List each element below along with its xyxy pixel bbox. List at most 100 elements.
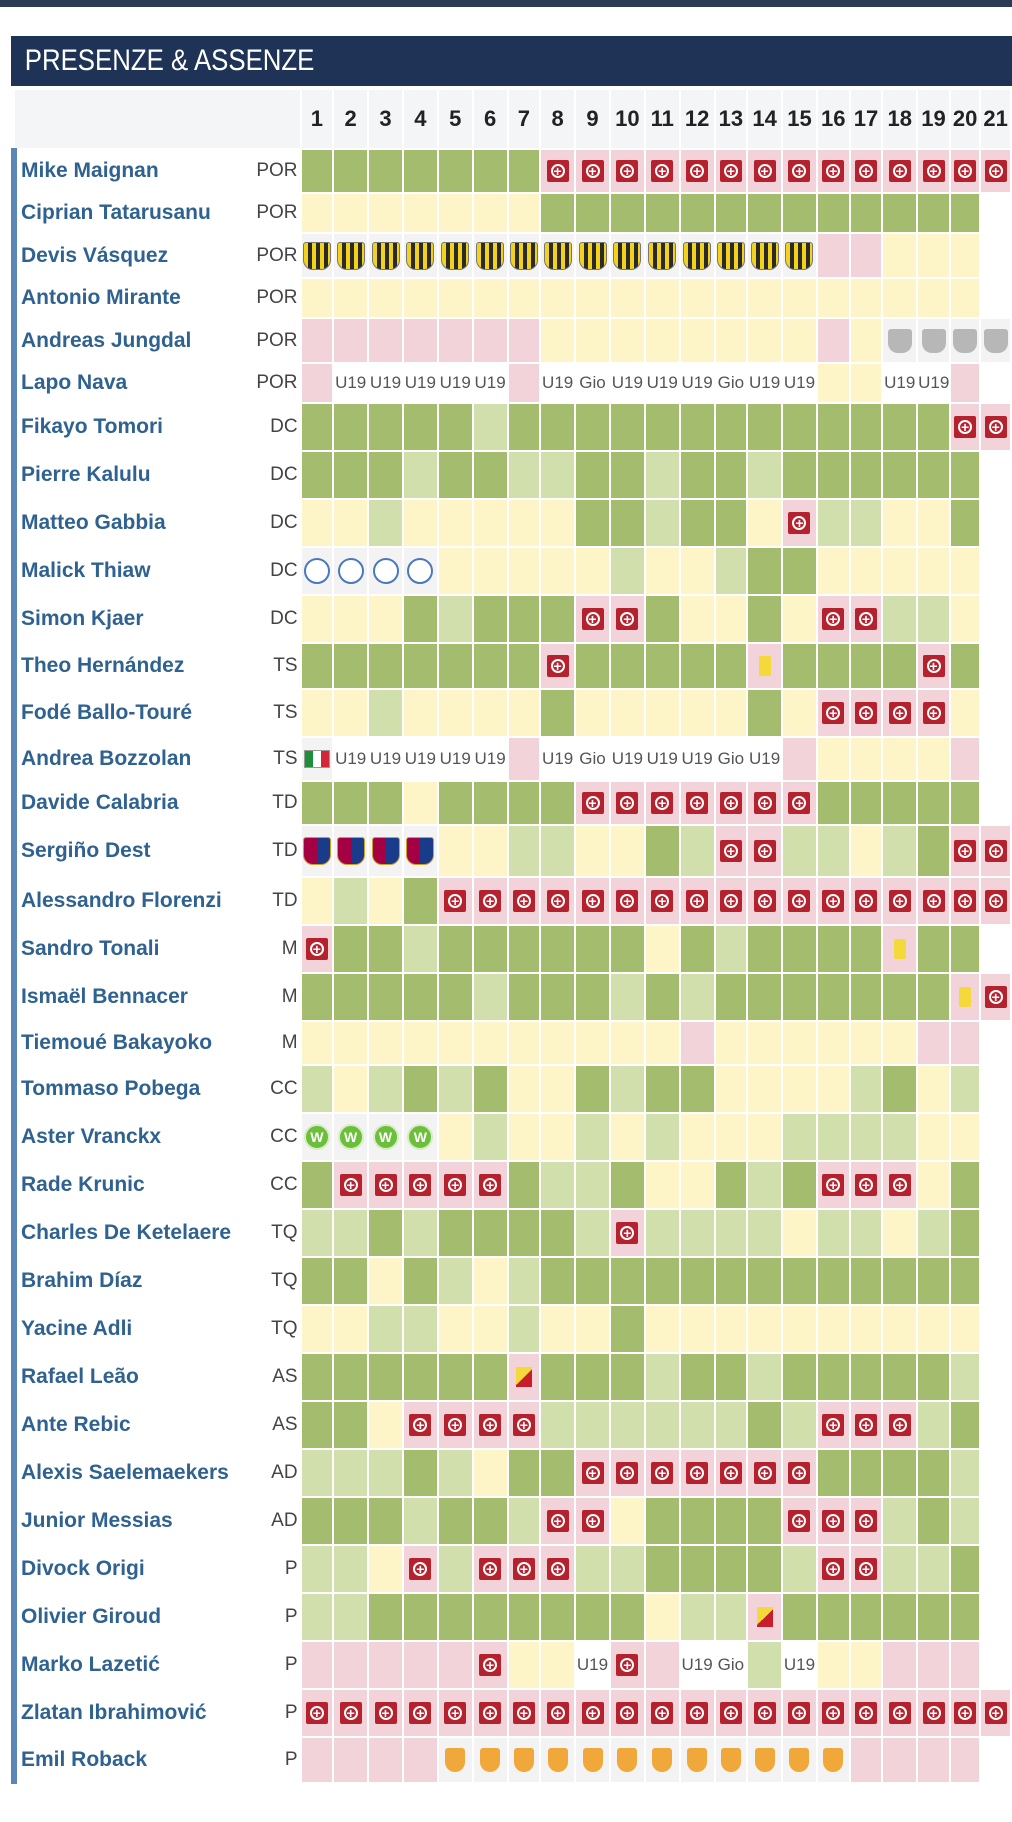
player-name-link[interactable]: Lapo Nava (11, 362, 255, 404)
player-name-link[interactable]: Fikayo Tomori (11, 402, 255, 452)
yellow-red-card-icon (515, 1367, 532, 1387)
matchday-cell (367, 924, 404, 974)
player-name-link[interactable]: Ismaël Bennacer (11, 972, 255, 1022)
injury-icon (854, 608, 877, 630)
matchday-cell (332, 1496, 370, 1546)
injury-icon (581, 1462, 604, 1484)
player-name-link[interactable]: Sandro Tonali (11, 924, 255, 974)
matchday-cell (916, 1064, 951, 1114)
player-name-link[interactable]: Rade Krunic (11, 1160, 255, 1210)
matchday-cell (781, 780, 818, 826)
matchday-cell (539, 924, 577, 974)
matchday-cell (436, 546, 474, 596)
matchday-cell (713, 277, 749, 319)
matchday-cell (332, 1592, 370, 1642)
player-role: CC (252, 1112, 302, 1162)
youth-team-label: Gio (717, 1655, 745, 1674)
player-name-link[interactable]: Charles De Ketelaere (11, 1208, 255, 1258)
matchday-cell (401, 972, 439, 1022)
matchday-cell (471, 924, 509, 974)
matchday-cell (506, 148, 542, 194)
injury-icon (954, 160, 977, 182)
matchday-cell (881, 277, 919, 319)
matchday-cell (781, 402, 818, 452)
player-name-link[interactable]: Andreas Jungdal (11, 317, 255, 364)
matchday-cell (881, 546, 919, 596)
matchday-cell (781, 594, 818, 644)
matchday-cell (815, 498, 851, 548)
matchday-cell (643, 688, 681, 738)
player-name-link[interactable]: Fodé Ballo-Touré (11, 688, 255, 738)
injury-icon (512, 890, 535, 912)
player-name-link[interactable]: Marko Lazetić (11, 1640, 255, 1690)
player-name-link[interactable]: Yacine Adli (11, 1304, 255, 1354)
player-name-link[interactable]: Matteo Gabbia (11, 498, 255, 548)
matchday-cell (332, 1736, 370, 1784)
matchday-cell (781, 317, 818, 364)
player-name-link[interactable]: Ciprian Tatarusanu (11, 192, 255, 234)
matchday-cell (436, 1640, 474, 1690)
matchday-cell (367, 1688, 404, 1738)
player-name-link[interactable]: Andrea Bozzolan (11, 736, 255, 782)
matchday-cell (815, 402, 851, 452)
player-name-link[interactable]: Tommaso Pobega (11, 1064, 255, 1114)
player-role: POR (252, 148, 302, 194)
player-name-link[interactable]: Rafael Leão (11, 1352, 255, 1402)
matchday-cell (574, 1736, 611, 1784)
player-name-link[interactable]: Zlatan Ibrahimović (11, 1688, 255, 1738)
player-name-link[interactable]: Ante Rebic (11, 1400, 255, 1450)
matchday-cell (746, 876, 784, 926)
injury-icon (753, 840, 776, 862)
youth-team-label: U19 (783, 373, 816, 392)
player-name-link[interactable]: Alexis Saelemaekers (11, 1448, 255, 1498)
player-name-link[interactable]: Simon Kjaer (11, 594, 255, 644)
matchday-cell (401, 1544, 439, 1594)
youth-team-label: U19 (681, 749, 713, 768)
matchday-cell (539, 876, 577, 926)
matchday-cell (299, 1448, 335, 1498)
matchday-cell (299, 642, 335, 690)
player-name-link[interactable]: Malick Thiaw (11, 546, 255, 596)
flag-italy-icon (303, 749, 330, 768)
matchday-cell (881, 1020, 919, 1066)
player-name-link[interactable]: Antonio Mirante (11, 277, 255, 319)
matchday-cell (881, 1064, 919, 1114)
player-name-link[interactable]: Olivier Giroud (11, 1592, 255, 1642)
matchday-cell (299, 232, 335, 279)
player-name-link[interactable]: Tiemoué Bakayoko (11, 1020, 255, 1066)
matchday-cell (815, 780, 851, 826)
matchday-cell (848, 642, 884, 690)
player-name-link[interactable]: Mike Maignan (11, 148, 255, 194)
matchday-cell (367, 498, 404, 548)
matchday-cell (574, 1020, 611, 1066)
player-name-link[interactable]: Junior Messias (11, 1496, 255, 1546)
matchday-cell (608, 148, 646, 194)
matchday-cell (506, 642, 542, 690)
player-name-link[interactable]: Aster Vranckx (11, 1112, 255, 1162)
player-name-link[interactable]: Emil Roback (11, 1736, 255, 1784)
player-name-link[interactable]: Theo Hernández (11, 642, 255, 690)
injury-icon (822, 702, 845, 724)
injury-icon (651, 1702, 674, 1724)
matchday-cell (436, 192, 474, 234)
player-role: DC (252, 498, 302, 548)
player-name-link[interactable]: Davide Calabria (11, 780, 255, 826)
player-name-link[interactable]: Divock Origi (11, 1544, 255, 1594)
player-row: Andreas Jungdal POR (11, 317, 1012, 364)
matchday-cell (539, 1304, 577, 1354)
matchday-cell (848, 780, 884, 826)
player-name-link[interactable]: Pierre Kalulu (11, 450, 255, 500)
player-name-link[interactable]: Devis Vásquez (11, 232, 255, 279)
matchday-cell (881, 642, 919, 690)
matchday-cell (979, 1304, 1012, 1354)
injury-icon (984, 890, 1007, 912)
player-name-link[interactable]: Sergiño Dest (11, 824, 255, 878)
player-name-link[interactable]: Alessandro Florenzi (11, 876, 255, 926)
injury-icon (753, 160, 776, 182)
matchday-cell (746, 192, 784, 234)
player-name-link[interactable]: Brahim Díaz (11, 1256, 255, 1306)
club-logo-icon (921, 328, 946, 353)
matchday-cell (332, 317, 370, 364)
matchday-cell (299, 1640, 335, 1690)
matchday-cell (299, 780, 335, 826)
